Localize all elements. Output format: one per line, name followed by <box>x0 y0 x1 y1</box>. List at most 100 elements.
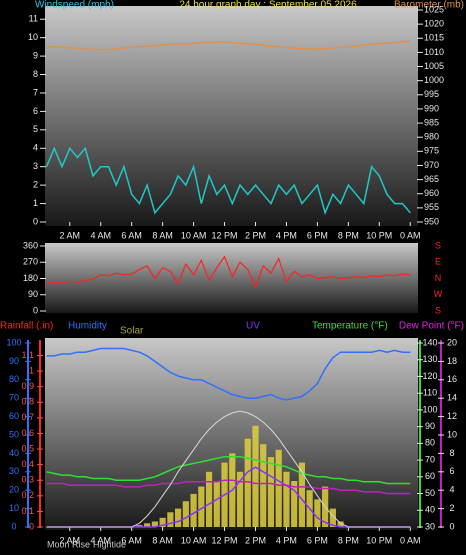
hightide-label: Hightide <box>93 539 126 549</box>
y-tick-label: 5 <box>33 124 38 134</box>
y-tick-label: 270 <box>23 257 38 267</box>
y-tick-label: 0.3 <box>21 475 34 485</box>
y-tick-label: 960 <box>424 188 439 198</box>
plot-area-direction <box>45 243 418 313</box>
y-tick-label: 0.5 <box>21 443 34 453</box>
x-tick-label: 8 AM <box>152 535 173 545</box>
solar-bar <box>275 449 282 527</box>
y-tick-label: 9 <box>33 50 38 60</box>
dewpoint-label: Dew Point (°F) <box>399 321 464 332</box>
y-tick-label: W <box>434 289 443 299</box>
x-tick-label: 8 AM <box>152 230 173 240</box>
y-tick-label: 30 <box>425 521 435 531</box>
y-tick-label: 30 <box>9 466 19 476</box>
x-tick-label: 8 PM <box>338 535 359 545</box>
series-line <box>46 410 411 528</box>
solar-bar <box>175 508 182 527</box>
rain-label: Rainfall (.in) <box>0 321 53 332</box>
y-tick-label: 11 <box>29 14 38 24</box>
y-tick-label: 950 <box>424 216 439 226</box>
y-tick-label: 60 <box>425 471 435 481</box>
y-tick-label: 90 <box>28 289 38 299</box>
y-tick-label: 0.6 <box>21 428 34 438</box>
x-tick-label: 10 PM <box>366 230 392 240</box>
y-tick-label: 6 <box>33 106 38 116</box>
y-tick-label: 10 <box>9 503 19 513</box>
y-tick-label: S <box>435 240 441 250</box>
y-tick-label: 0.7 <box>21 412 34 422</box>
y-tick-label: 2 <box>33 180 38 190</box>
y-tick-label: 995 <box>424 89 439 99</box>
plot-area-wind <box>45 6 418 226</box>
y-tick-label: 120 <box>422 371 437 381</box>
solar-bar <box>260 444 267 527</box>
chart-title: 24 hour graph day : September 05 2026 <box>179 0 357 11</box>
solar-bar <box>205 471 213 527</box>
y-tick-label: 180 <box>23 273 38 283</box>
y-tick-label: 70 <box>425 454 435 464</box>
y-tick-label: 0 <box>33 305 38 315</box>
x-tick-label: 2 PM <box>245 230 266 240</box>
y-tick-label: 50 <box>9 429 19 439</box>
series-line <box>46 255 411 290</box>
solar-bar <box>283 471 290 527</box>
y-tick-label: 0.8 <box>21 397 34 407</box>
y-tick-label: 90 <box>425 421 435 431</box>
x-tick-label: 8 PM <box>338 230 359 240</box>
solar-bar <box>144 523 151 527</box>
y-tick-label: 100 <box>422 404 437 414</box>
x-tick-label: 4 AM <box>90 230 111 240</box>
y-tick-label: 360 <box>23 240 38 250</box>
y-tick-label: 1000 <box>424 75 444 85</box>
series-line <box>46 455 411 485</box>
x-tick-label: 6 AM <box>121 535 142 545</box>
y-tick-label: 965 <box>424 174 439 184</box>
y-tick-label: 0 <box>29 521 34 531</box>
y-tick-label: 1005 <box>424 61 444 71</box>
y-tick-label: 1010 <box>424 47 444 57</box>
y-tick-label: 985 <box>424 117 439 127</box>
y-tick-label: 955 <box>424 202 439 212</box>
y-tick-label: 0 <box>449 521 454 531</box>
y-tick-label: 7 <box>33 87 38 97</box>
temperature-label: Temperature (°F) <box>312 321 388 332</box>
solar-bar <box>267 457 275 527</box>
solar-bar <box>167 512 174 527</box>
y-tick-label: 50 <box>425 488 435 498</box>
x-tick-label: 6 PM <box>307 535 328 545</box>
x-tick-label: 0 AM <box>400 230 421 240</box>
solar-bar <box>190 493 197 527</box>
solar-bar <box>151 521 158 527</box>
x-tick-label: 4 PM <box>276 535 297 545</box>
y-tick-label: 0.1 <box>21 506 34 516</box>
y-tick-label: 20 <box>9 485 19 495</box>
x-tick-label: 4 PM <box>276 230 297 240</box>
humidity-label: Humidity <box>68 321 107 332</box>
y-tick-label: 8 <box>449 448 454 458</box>
x-tick-label: 4 AM <box>90 535 111 545</box>
solar-bar <box>198 486 205 527</box>
solar-bar <box>291 481 298 527</box>
y-tick-label: 3 <box>33 161 38 171</box>
y-tick-label: 130 <box>422 354 437 364</box>
y-tick-label: 10 <box>28 32 38 42</box>
y-tick-label: 140 <box>422 337 437 347</box>
solar-bar <box>252 425 259 527</box>
solar-bar <box>329 508 336 527</box>
y-tick-label: 1.1 <box>21 350 34 360</box>
barometer-label: Barometer (mb) <box>394 0 464 11</box>
y-tick-label: E <box>435 257 441 267</box>
solar-label: Solar <box>120 326 144 337</box>
y-tick-label: 14 <box>447 393 457 403</box>
y-tick-label: 18 <box>447 356 457 366</box>
windspeed-label: Windspeed (mph) <box>35 0 114 11</box>
y-tick-label: 16 <box>447 374 457 384</box>
y-tick-label: 990 <box>424 103 439 113</box>
y-tick-label: 0.9 <box>21 381 34 391</box>
y-tick-label: 8 <box>33 69 38 79</box>
x-tick-label: 12 PM <box>212 535 238 545</box>
x-tick-label: 2 AM <box>60 535 81 545</box>
y-tick-label: 0.2 <box>21 490 34 500</box>
solar-bar <box>213 481 220 527</box>
y-tick-label: 2 <box>449 503 454 513</box>
